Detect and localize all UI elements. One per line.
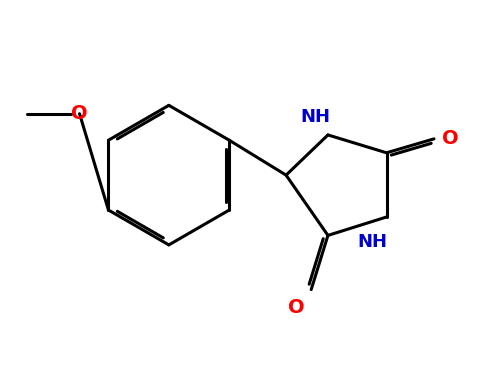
Text: O: O xyxy=(71,104,88,123)
Text: NH: NH xyxy=(358,233,388,251)
Text: O: O xyxy=(443,129,459,148)
Text: O: O xyxy=(288,298,304,317)
Text: NH: NH xyxy=(300,108,330,126)
